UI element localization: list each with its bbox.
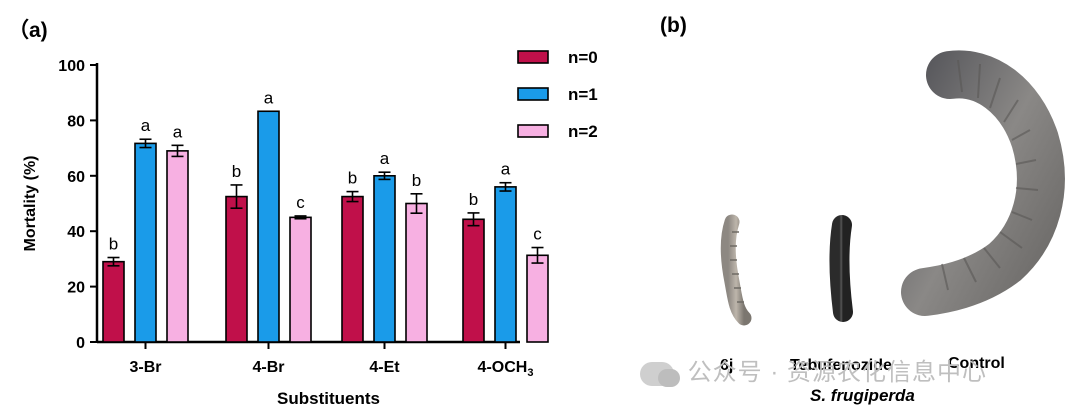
wechat-icon xyxy=(640,361,680,387)
watermark-text: 公众号 · 资源农化信息中心 xyxy=(687,359,987,386)
bar-n=0 xyxy=(341,195,364,343)
significance-label: a xyxy=(264,88,274,107)
legend-swatch xyxy=(517,50,549,64)
x-tick-label: 4-Et xyxy=(369,359,400,376)
legend-swatch xyxy=(517,124,549,138)
significance-label: c xyxy=(296,193,305,212)
watermark: 公众号 · 资源农化信息中心 xyxy=(640,352,987,387)
x-axis-label: Substituents xyxy=(277,389,380,408)
bar-n=2 xyxy=(166,150,189,343)
bar-chart: 0 20 40 60 80 100 Mortality (%) 3-Br b a a 4-Br b a c 4… xyxy=(22,48,598,408)
y-axis-label: Mortality (%) xyxy=(22,156,39,252)
y-tick-label: 40 xyxy=(67,224,85,241)
panel-label-a: （a) xyxy=(8,19,48,42)
significance-label: b xyxy=(348,169,357,188)
x-tick-label: 4-OCH3 xyxy=(478,359,534,379)
bar-n=2 xyxy=(526,254,549,343)
y-tick-label: 60 xyxy=(67,169,85,186)
significance-label: c xyxy=(533,225,542,244)
photo-label-tebufenozide: Tebufenozide xyxy=(790,357,892,374)
photo-label-6j: 6j xyxy=(720,357,733,374)
bar-n=0 xyxy=(462,218,485,343)
x-tick-label: 3-Br xyxy=(129,359,161,376)
significance-label: b xyxy=(232,162,241,181)
bar-n=1 xyxy=(494,186,517,343)
photo-label-control: Control xyxy=(948,355,1005,372)
bar-n=1 xyxy=(257,110,280,343)
y-tick-label: 20 xyxy=(67,280,85,297)
y-tick-label: 0 xyxy=(76,335,85,352)
bar-n=1 xyxy=(134,142,157,343)
bar-n=2 xyxy=(289,216,312,343)
larvae-photo: 6j Tebufenozide Control xyxy=(720,50,1065,374)
larva-tebufenozide xyxy=(829,215,853,322)
significance-label: a xyxy=(501,160,511,179)
significance-label: b xyxy=(469,190,478,209)
bar-n=1 xyxy=(373,175,396,343)
significance-label: b xyxy=(412,171,421,190)
significance-label: a xyxy=(173,122,183,141)
legend-label: n=2 xyxy=(568,122,598,141)
larva-control xyxy=(901,50,1065,316)
legend-label: n=0 xyxy=(568,48,598,67)
panel-label-b: (b) xyxy=(660,14,687,37)
bar-n=0 xyxy=(102,260,125,343)
y-tick-label: 80 xyxy=(67,113,85,130)
species-label: S. frugiperda xyxy=(810,386,915,405)
bar-n=2 xyxy=(405,202,428,343)
bar-n=0 xyxy=(225,195,248,343)
x-tick-label: 4-Br xyxy=(252,359,284,376)
legend-swatch xyxy=(517,87,549,101)
larva-6j xyxy=(720,214,752,326)
significance-label: a xyxy=(380,149,390,168)
y-tick-label: 100 xyxy=(58,58,85,75)
legend-label: n=1 xyxy=(568,85,598,104)
significance-label: a xyxy=(141,116,151,135)
significance-label: b xyxy=(109,235,118,254)
